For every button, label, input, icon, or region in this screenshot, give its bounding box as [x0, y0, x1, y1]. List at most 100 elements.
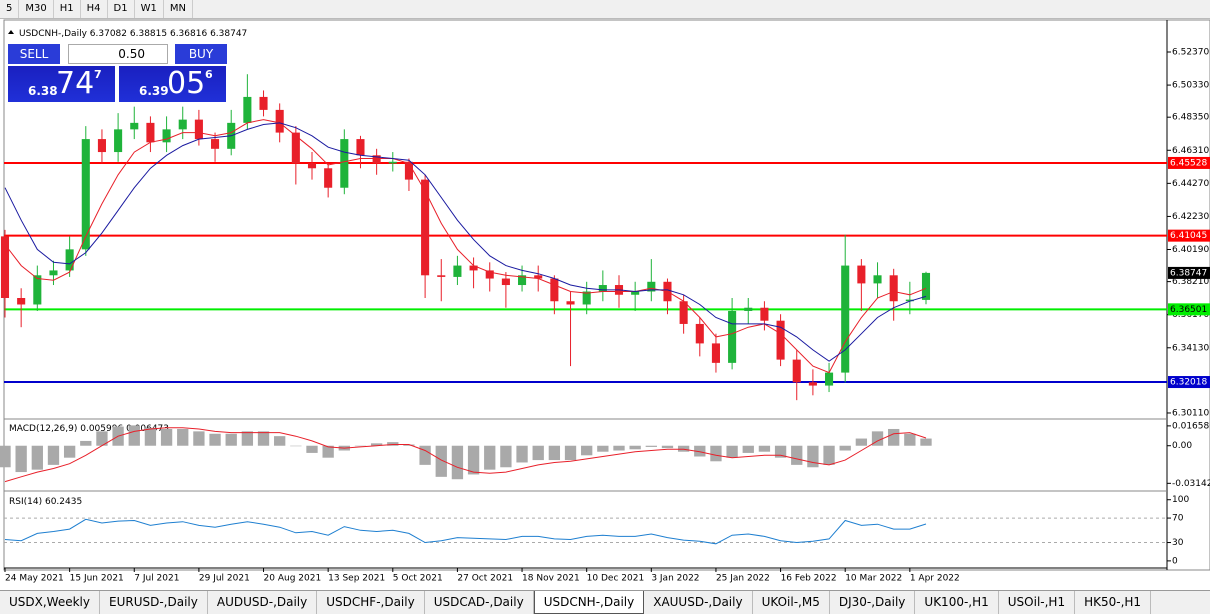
- timeframe-button[interactable]: H4: [81, 0, 108, 18]
- x-tick-label: 20 Aug 2021: [264, 574, 322, 584]
- macd-bar: [484, 445, 496, 470]
- chart-tab[interactable]: AUDUSD-,Daily: [208, 591, 318, 614]
- price-point: 6: [205, 68, 213, 81]
- chart-tab[interactable]: USDCAD-,Daily: [425, 591, 534, 614]
- sell-button[interactable]: SELL: [8, 44, 60, 64]
- timeframe-button[interactable]: D1: [108, 0, 135, 18]
- macd-bar: [597, 445, 609, 452]
- macd-bar: [193, 431, 205, 446]
- candle-body: [243, 96, 252, 123]
- y-tick-label: 0: [1172, 556, 1178, 566]
- candle-body: [275, 109, 284, 133]
- chart-header: USDCNH-,Daily 6.37082 6.38815 6.36816 6.…: [19, 29, 247, 39]
- chart-tab[interactable]: UKOil-,M5: [753, 591, 830, 614]
- chart-tabs: USDX,Weekly EURUSD-,Daily AUDUSD-,Daily USD…: [0, 590, 1210, 614]
- level-label: 6.36501: [1170, 305, 1207, 315]
- chart-tab[interactable]: USOil-,H1: [999, 591, 1076, 614]
- price-label: 6.38747: [1170, 268, 1207, 278]
- macd-bar: [144, 427, 157, 446]
- y-tick-label: 100: [1172, 495, 1189, 505]
- chart-tab[interactable]: USDX,Weekly: [0, 591, 100, 614]
- macd-bar: [290, 445, 302, 447]
- candle-body: [437, 275, 446, 277]
- macd-bar: [160, 428, 173, 446]
- macd-bar: [710, 445, 722, 462]
- moving-average: [4, 122, 927, 362]
- macd-bar: [516, 445, 528, 463]
- chart-tab[interactable]: UK100-,H1: [915, 591, 999, 614]
- macd-bar: [774, 445, 787, 458]
- candle-body: [582, 291, 591, 305]
- candle-body: [291, 132, 300, 164]
- price-prefix: 6.38: [28, 84, 58, 98]
- timeframe-button[interactable]: MN: [164, 0, 193, 18]
- candle-body: [307, 163, 317, 169]
- macd-bar: [677, 445, 690, 452]
- chart-tab[interactable]: HK50-,H1: [1075, 591, 1152, 614]
- candle-body: [631, 291, 640, 295]
- macd-bar: [47, 445, 60, 465]
- x-tick-label: 7 Jul 2021: [134, 574, 179, 584]
- macd-bar: [306, 445, 318, 453]
- sell-price[interactable]: 6.38 74 7: [8, 66, 115, 102]
- candle-body: [921, 272, 931, 300]
- macd-bar: [855, 438, 868, 446]
- collapse-icon: [8, 30, 14, 34]
- macd-bar: [758, 445, 771, 452]
- candle-body: [114, 129, 123, 153]
- macd-bar: [500, 445, 512, 468]
- candle-body: [469, 265, 478, 271]
- y-tick-label: 6.44270: [1172, 179, 1209, 189]
- chart-tab[interactable]: USDCNH-,Daily: [533, 591, 645, 614]
- x-tick-label: 29 Jul 2021: [199, 574, 250, 584]
- timeframe-button[interactable]: H1: [54, 0, 81, 18]
- chart-tab[interactable]: USDCHF-,Daily: [317, 591, 425, 614]
- candle-body: [598, 285, 607, 292]
- macd-signal: [4, 427, 927, 483]
- price-point: 7: [94, 68, 102, 81]
- macd-bar: [435, 445, 447, 477]
- candle-body: [146, 122, 155, 143]
- timeframe-bar: 5 M30 H1 H4 D1 W1 MN: [0, 0, 1210, 19]
- candle-body: [259, 96, 268, 110]
- candle-body: [534, 275, 543, 279]
- level-label: 6.45528: [1170, 158, 1207, 168]
- y-tick-label: 6.42230: [1172, 212, 1209, 222]
- macd-bar: [354, 445, 367, 447]
- candle-body: [873, 275, 882, 284]
- macd-bar: [823, 445, 835, 465]
- lot-input[interactable]: 0.50: [68, 44, 168, 64]
- y-tick-label: 6.50330: [1172, 81, 1209, 91]
- macd-bar: [645, 445, 657, 447]
- rsi-header: RSI(14) 60.2435: [9, 497, 82, 507]
- level-label: 6.41045: [1170, 231, 1207, 241]
- timeframe-button[interactable]: W1: [135, 0, 164, 18]
- candle-body: [388, 161, 397, 164]
- x-tick-label: 1 Apr 2022: [910, 574, 960, 584]
- chart-tab[interactable]: DJ30-,Daily: [830, 591, 916, 614]
- chart-tab[interactable]: XAUUSD-,Daily: [644, 591, 753, 614]
- macd-bar: [742, 445, 754, 453]
- candle-body: [501, 278, 510, 286]
- y-tick-label: 6.46310: [1172, 146, 1209, 156]
- timeframe-button[interactable]: 5: [0, 0, 20, 18]
- macd-bar: [581, 445, 593, 456]
- y-tick-label: 6.48350: [1172, 113, 1209, 123]
- macd-bar: [15, 445, 27, 473]
- chart-tab[interactable]: EURUSD-,Daily: [100, 591, 208, 614]
- candle-body: [857, 265, 866, 284]
- candle-body: [550, 278, 559, 302]
- buy-button[interactable]: BUY: [175, 44, 227, 64]
- x-tick-label: 24 May 2021: [5, 574, 64, 584]
- buy-price[interactable]: 6.39 05 6: [119, 66, 226, 102]
- macd-bar: [209, 433, 221, 446]
- y-tick-label: 30: [1172, 538, 1184, 548]
- timeframe-button[interactable]: M30: [19, 0, 54, 18]
- candle-body: [760, 307, 769, 321]
- candle-body: [130, 122, 139, 130]
- candle-body: [647, 281, 656, 292]
- candle-body: [49, 270, 58, 276]
- candle-body: [194, 119, 203, 140]
- price-label-box: [1168, 266, 1210, 279]
- candle-body: [889, 275, 898, 302]
